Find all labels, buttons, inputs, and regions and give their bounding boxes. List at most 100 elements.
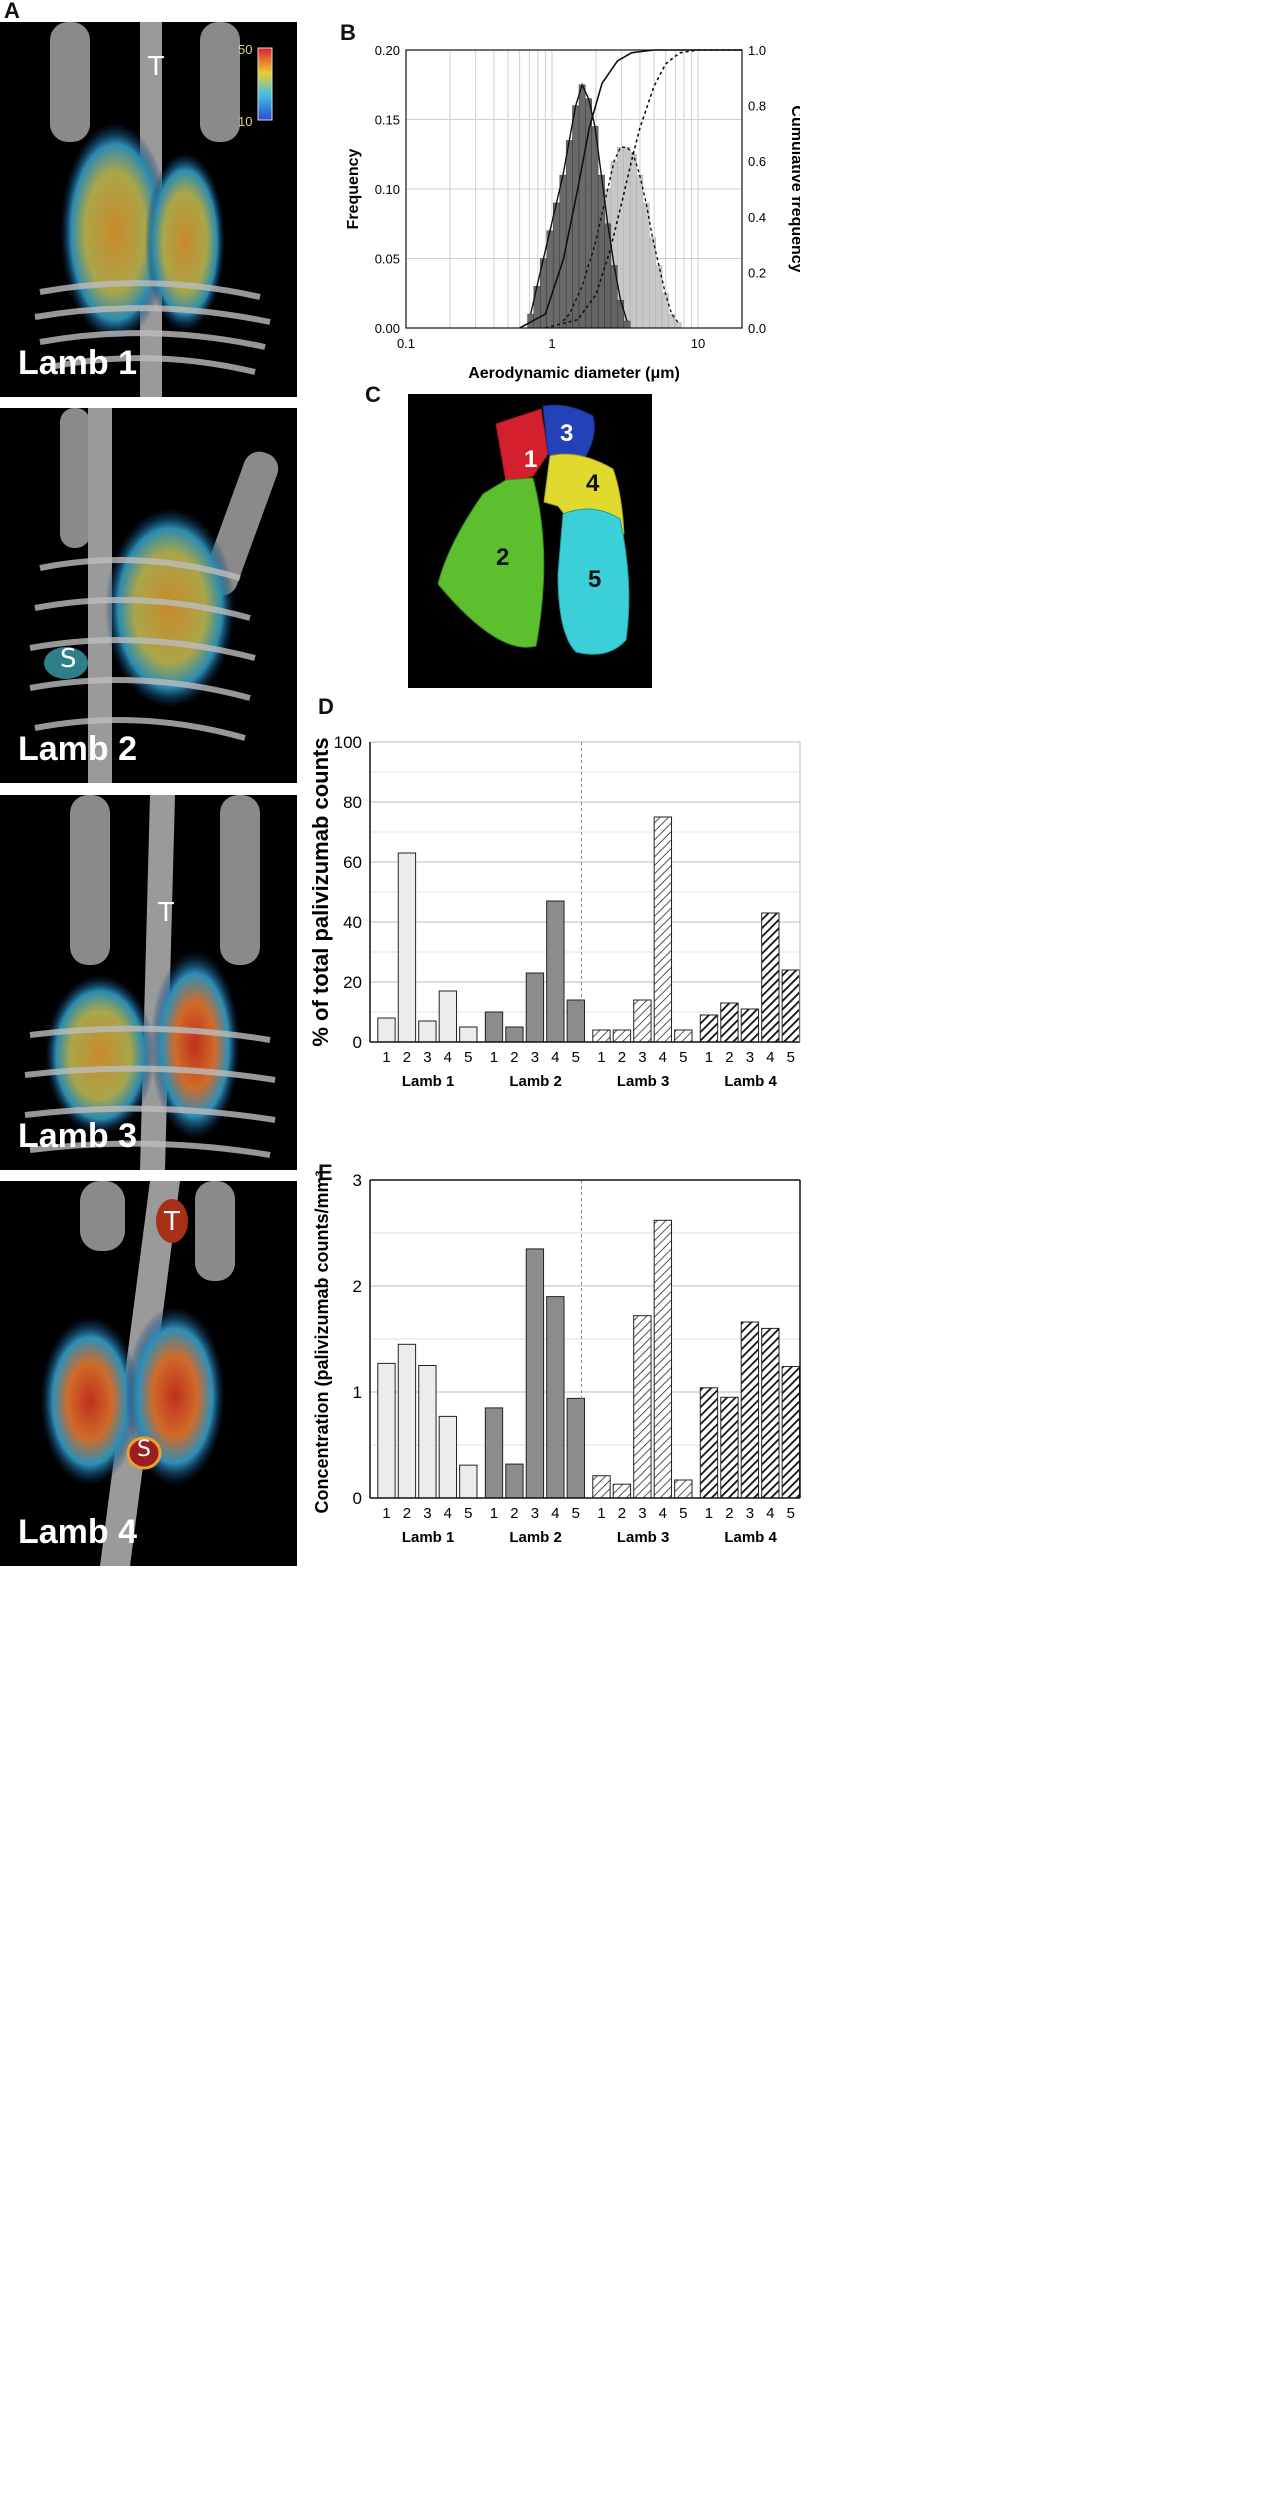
x-tick-label: 1	[597, 1049, 605, 1066]
trachea-marker: T	[148, 52, 164, 82]
histogram-bar-dark	[533, 286, 541, 329]
scan-label-lamb-4: Lamb 4	[18, 1513, 138, 1551]
histogram-bar-dark	[591, 126, 599, 329]
y-tick-label: 0.05	[375, 252, 400, 267]
x-tick-label: 4	[551, 1505, 559, 1522]
scan-render-lamb-2	[29, 408, 279, 783]
cumulative-curve-dark	[519, 49, 742, 329]
x-tick-label: 2	[403, 1049, 411, 1066]
lung-segmentation-image: 1 2 3 4 5	[408, 394, 652, 688]
bar-lamb-2-region-1	[484, 1011, 504, 1043]
panel-label-b: B	[340, 20, 356, 45]
bar-lamb-1-region-2	[397, 852, 417, 1043]
y-axis-title: % of total palivizumab counts	[308, 737, 333, 1046]
x-tick-label: 3	[531, 1049, 539, 1066]
bar-lamb-2-region-1	[484, 1407, 504, 1499]
histogram-bar-light	[642, 202, 650, 329]
x-axis-title: Aerodynamic diameter (μm)	[468, 365, 680, 382]
bar-lamb-4-region-4	[761, 912, 780, 1043]
trachea-marker: T	[158, 898, 174, 928]
scale-min-label: 10	[238, 114, 253, 129]
bar-lamb-1-region-2	[397, 1343, 417, 1499]
bar-lamb-3-region-2	[612, 1483, 632, 1499]
scan-image-lamb-3: T Lamb 3	[0, 795, 297, 1170]
region-label-3: 3	[560, 420, 574, 447]
bar-lamb-3-region-1	[592, 1475, 611, 1499]
x-tick-label: 2	[618, 1049, 626, 1066]
histogram-bar-light	[629, 154, 637, 329]
bar-lamb-2-region-3	[525, 972, 545, 1043]
histogram-bar-dark	[617, 299, 625, 329]
bar-lamb-3-region-3	[633, 999, 652, 1043]
bar-lamb-2-region-5	[566, 1397, 585, 1499]
bar-lamb-1-region-5	[459, 1026, 478, 1043]
panel-label-c: C	[365, 382, 381, 407]
group-label: Lamb 4	[724, 1529, 777, 1546]
x-tick-label: 3	[423, 1505, 431, 1522]
y-tick-label: 0	[353, 1489, 362, 1508]
region-label-2: 2	[496, 544, 510, 571]
x-tick-label: 5	[464, 1505, 472, 1522]
y-tick-label: 60	[343, 853, 362, 872]
histogram-bar-dark	[597, 174, 605, 329]
x-tick-label: 5	[572, 1505, 580, 1522]
bar-lamb-3-region-3	[633, 1315, 652, 1499]
bar-lamb-2-region-4	[546, 1296, 565, 1499]
x-tick-label: 1	[705, 1505, 713, 1522]
group-label: Lamb 1	[402, 1529, 455, 1546]
bar-lamb-4-region-4	[761, 1327, 780, 1499]
bar-lamb-2-region-3	[525, 1248, 545, 1499]
x-tick-label: 2	[725, 1505, 733, 1522]
histogram-bar-dark	[578, 84, 586, 329]
x-tick-label: 4	[551, 1049, 559, 1066]
x-tick-label: 1	[548, 336, 555, 351]
region-label-1: 1	[524, 446, 538, 473]
stomach-marker: S	[137, 1437, 151, 1462]
y-tick-label: 0.20	[375, 43, 400, 58]
y2-tick-label: 0.4	[748, 210, 766, 225]
bar-lamb-4-region-2	[720, 1002, 739, 1043]
group-label: Lamb 1	[402, 1073, 455, 1090]
bar-lamb-4-region-2	[720, 1396, 739, 1499]
bar-lamb-4-region-1	[699, 1387, 719, 1499]
y-tick-label: 1	[353, 1383, 362, 1402]
scan-image-lamb-4: T S Lamb 4	[0, 1181, 297, 1566]
frequency-curve-light	[562, 146, 679, 323]
histogram-bar-light	[636, 174, 644, 329]
y2-tick-label: 1.0	[748, 43, 766, 58]
y-tick-label: 2	[353, 1277, 362, 1296]
bar-lamb-3-region-4	[653, 1219, 673, 1499]
y-tick-label: 0.15	[375, 113, 400, 128]
bar-lamb-3-region-5	[674, 1479, 693, 1499]
x-tick-label: 1	[597, 1505, 605, 1522]
group-label: Lamb 3	[617, 1529, 670, 1546]
x-tick-label: 5	[464, 1049, 472, 1066]
y2-tick-label: 0.2	[748, 265, 766, 280]
y-tick-label: 3	[353, 1171, 362, 1190]
panel-label-d: D	[318, 694, 334, 719]
x-tick-label: 1	[705, 1049, 713, 1066]
scan-render-lamb-4	[40, 1181, 235, 1566]
bar-lamb-1-region-3	[418, 1365, 437, 1499]
x-tick-label: 2	[510, 1049, 518, 1066]
bar-lamb-4-region-5	[781, 1366, 800, 1499]
x-tick-label: 3	[638, 1505, 646, 1522]
y2-tick-label: 0.6	[748, 154, 766, 169]
region-label-5: 5	[588, 566, 602, 593]
histogram-bar-dark	[546, 230, 554, 329]
x-tick-label: 4	[444, 1505, 452, 1522]
y-tick-label: 100	[334, 733, 362, 752]
trachea-marker: T	[164, 1207, 180, 1237]
x-tick-label: 4	[766, 1505, 774, 1522]
x-tick-label: 5	[679, 1049, 687, 1066]
plot-frame	[405, 49, 743, 329]
bar-lamb-1-region-4	[438, 1415, 458, 1499]
y2-axis-title: Cumulative frequency	[788, 105, 800, 272]
x-tick-label: 2	[510, 1505, 518, 1522]
scan-label-lamb-1: Lamb 1	[18, 344, 138, 382]
y-tick-label: 20	[343, 973, 362, 992]
scan-render-lamb-1	[34, 22, 273, 397]
bar-lamb-1-region-1	[377, 1362, 396, 1499]
